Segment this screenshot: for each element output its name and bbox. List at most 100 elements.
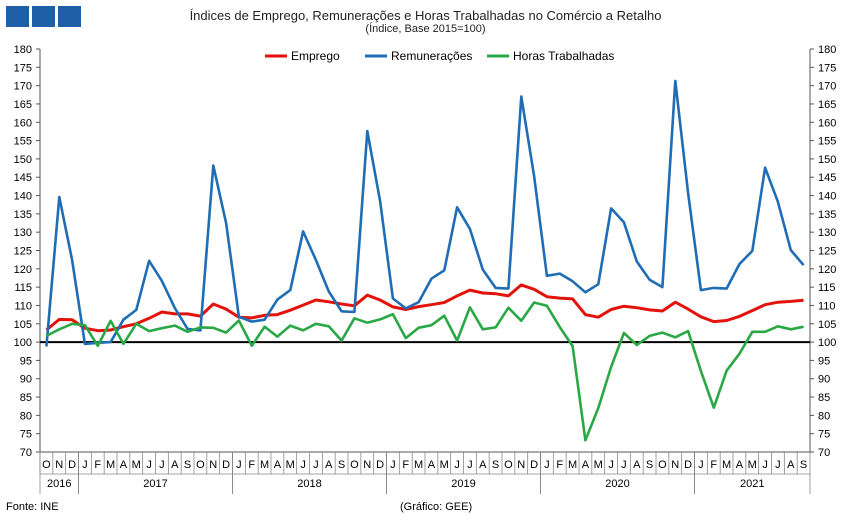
- month-label: D: [530, 459, 538, 471]
- y-tick-label-left: 130: [14, 227, 32, 239]
- y-tick-label-right: 115: [818, 282, 836, 294]
- month-label: M: [132, 459, 141, 471]
- month-label: A: [479, 459, 487, 471]
- month-label: F: [556, 459, 563, 471]
- y-tick-label-left: 90: [20, 374, 32, 386]
- y-tick-label-right: 170: [818, 81, 836, 93]
- month-label: M: [440, 459, 449, 471]
- y-tick-label-left: 150: [14, 154, 32, 166]
- month-label: F: [248, 459, 255, 471]
- y-tick-label-left: 70: [20, 447, 32, 459]
- y-tick-label-right: 90: [818, 374, 830, 386]
- month-label: A: [428, 459, 436, 471]
- y-tick-label-right: 180: [818, 44, 836, 56]
- month-label: A: [171, 459, 179, 471]
- series-line-2: [45, 79, 805, 347]
- chart-title: Índices de Emprego, Remunerações e Horas…: [189, 8, 662, 23]
- month-label: J: [159, 459, 165, 471]
- year-label: 2018: [297, 478, 321, 490]
- month-label: J: [775, 459, 781, 471]
- y-tick-label-right: 160: [818, 117, 836, 129]
- month-label: F: [402, 459, 409, 471]
- month-label: A: [633, 459, 641, 471]
- month-label: O: [350, 459, 359, 471]
- month-label: S: [184, 459, 191, 471]
- y-tick-label-right: 165: [818, 99, 836, 111]
- y-tick-label-right: 175: [818, 62, 836, 74]
- y-tick-label-right: 85: [818, 392, 830, 404]
- month-label: M: [568, 459, 577, 471]
- month-label: D: [222, 459, 230, 471]
- y-tick-label-left: 110: [14, 300, 32, 312]
- month-label: M: [722, 459, 731, 471]
- y-tick-label-right: 110: [818, 300, 836, 312]
- brand-logo: [6, 6, 81, 27]
- month-label: J: [762, 459, 768, 471]
- y-tick-label-left: 165: [14, 99, 32, 111]
- year-label: 2020: [605, 478, 629, 490]
- y-tick-label-left: 120: [14, 264, 32, 276]
- legend-label-2: Remunerações: [391, 49, 472, 63]
- y-tick-label-right: 100: [818, 337, 836, 349]
- month-label: A: [787, 459, 795, 471]
- y-tick-label-right: 95: [818, 355, 830, 367]
- y-tick-label-right: 120: [818, 264, 836, 276]
- month-label: J: [467, 459, 473, 471]
- month-label: J: [454, 459, 460, 471]
- source-note: Fonte: INE: [6, 501, 59, 513]
- month-label: M: [286, 459, 295, 471]
- chart-subtitle: (Índice, Base 2015=100): [365, 23, 486, 35]
- y-tick-label-left: 95: [20, 355, 32, 367]
- y-tick-label-left: 80: [20, 410, 32, 422]
- y-tick-label-right: 70: [818, 447, 830, 459]
- series-line-1: [45, 283, 804, 333]
- month-label: J: [544, 459, 550, 471]
- month-label: J: [236, 459, 242, 471]
- chart-credit: (Gráfico: GEE): [400, 501, 473, 513]
- month-label: O: [658, 459, 667, 471]
- y-tick-label-left: 115: [14, 282, 32, 294]
- y-tick-label-left: 135: [14, 209, 32, 221]
- month-label: A: [325, 459, 333, 471]
- month-label: O: [504, 459, 513, 471]
- series-line-3: [45, 301, 804, 442]
- year-label: 2021: [740, 478, 764, 490]
- year-label: 2017: [143, 478, 167, 490]
- y-tick-label-left: 85: [20, 392, 32, 404]
- month-label: D: [376, 459, 384, 471]
- year-label: 2016: [47, 478, 71, 490]
- y-tick-label-right: 145: [818, 172, 836, 184]
- y-tick-label-left: 125: [14, 246, 32, 258]
- y-tick-label-right: 140: [818, 191, 836, 203]
- month-label: F: [94, 459, 101, 471]
- month-label: N: [517, 459, 525, 471]
- y-tick-label-right: 75: [818, 429, 830, 441]
- month-label: D: [68, 459, 76, 471]
- month-label: J: [608, 459, 614, 471]
- month-label: J: [146, 459, 152, 471]
- y-tick-label-right: 125: [818, 246, 836, 258]
- month-label: S: [492, 459, 499, 471]
- month-label: A: [582, 459, 590, 471]
- month-label: A: [274, 459, 282, 471]
- y-tick-label-right: 130: [818, 227, 836, 239]
- legend-label-3: Horas Trabalhadas: [513, 49, 614, 63]
- month-label: M: [594, 459, 603, 471]
- month-label: J: [390, 459, 396, 471]
- y-tick-label-left: 160: [14, 117, 32, 129]
- month-label: J: [621, 459, 627, 471]
- y-tick-label-left: 105: [14, 319, 32, 331]
- month-label: A: [736, 459, 744, 471]
- year-label: 2019: [451, 478, 475, 490]
- month-label: J: [698, 459, 704, 471]
- y-tick-label-right: 80: [818, 410, 830, 422]
- month-label: M: [260, 459, 269, 471]
- month-label: O: [42, 459, 51, 471]
- month-label: N: [209, 459, 217, 471]
- month-label: S: [646, 459, 653, 471]
- y-tick-label-right: 135: [818, 209, 836, 221]
- y-tick-label-left: 145: [14, 172, 32, 184]
- month-label: F: [710, 459, 717, 471]
- y-tick-label-left: 140: [14, 191, 32, 203]
